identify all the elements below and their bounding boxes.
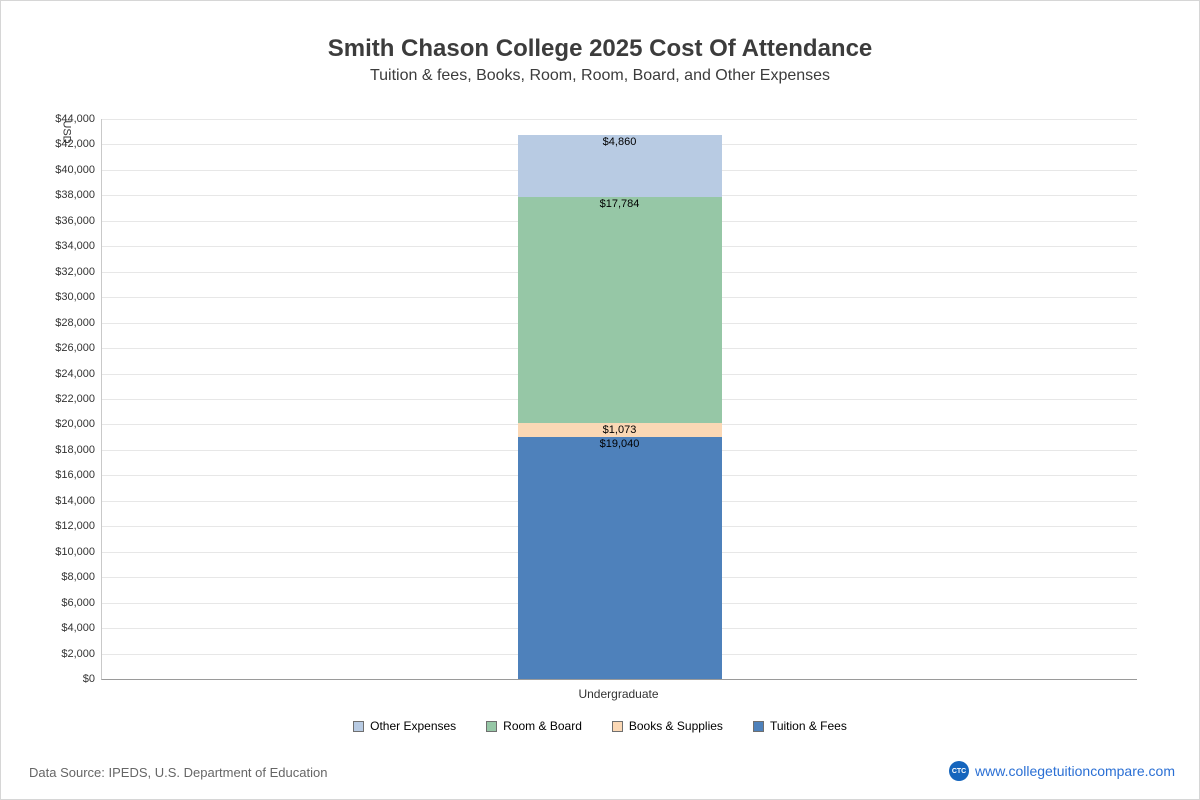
y-tick-label: $8,000	[61, 571, 95, 584]
page-title: Smith Chason College 2025 Cost Of Attend…	[327, 35, 873, 62]
bar-segment-room-board[interactable]	[517, 196, 722, 423]
y-tick-label: $32,000	[55, 265, 95, 278]
bar-segment-tuition-fees[interactable]	[517, 436, 722, 679]
y-tick-label: $2,000	[61, 647, 95, 660]
y-tick-label: $16,000	[55, 469, 95, 482]
bar-segment-other-expenses[interactable]	[517, 134, 722, 197]
y-tick-label: $26,000	[55, 342, 95, 355]
y-tick-label: $6,000	[61, 596, 95, 609]
legend-swatch	[353, 720, 365, 732]
bar-segment-books-supplies[interactable]	[517, 423, 722, 437]
y-tick-label: $34,000	[55, 240, 95, 253]
y-axis-ticks: $0 $2,000 $4,000 $6,000 $8,000 $10,000 $12,000…	[1, 113, 95, 685]
y-tick-label: $44,000	[55, 113, 95, 125]
y-tick-label: $18,000	[55, 443, 95, 456]
bar-undergraduate: $19,040 $1,073 $17,784 $4,860	[517, 119, 722, 679]
legend-label: Room & Board	[503, 719, 582, 733]
y-tick-label: $22,000	[55, 393, 95, 405]
data-label: $1,073	[602, 424, 637, 437]
legend-item-room-board[interactable]: Room & Board	[486, 719, 582, 733]
y-tick-label: $24,000	[55, 367, 95, 380]
legend-item-tuition-fees[interactable]: Tuition & Fees	[752, 719, 847, 733]
plot-area: $19,040 $1,073 $17,784 $4,860	[101, 119, 1137, 680]
y-tick-label: $10,000	[55, 545, 95, 558]
y-tick-label: $42,000	[55, 138, 95, 151]
y-tick-label: $20,000	[55, 418, 95, 431]
legend-swatch	[486, 720, 498, 732]
legend-item-other-expenses[interactable]: Other Expenses	[353, 719, 456, 733]
data-label: $17,784	[599, 197, 640, 210]
legend-label: Books & Supplies	[628, 719, 723, 733]
y-tick-label: $4,000	[61, 622, 95, 635]
y-tick-label: $38,000	[55, 189, 95, 202]
y-tick-label: $36,000	[55, 214, 95, 227]
legend-label: Other Expenses	[370, 719, 457, 733]
data-label: $19,040	[599, 437, 640, 450]
legend-item-books-supplies[interactable]: Books & Supplies	[611, 719, 723, 733]
legend: Other Expenses Room & Board Books & Suppli…	[1, 719, 1199, 733]
site-link[interactable]: www.collegetuitioncompare.com	[975, 763, 1175, 779]
y-tick-label: $0	[82, 673, 95, 685]
y-tick-label: $30,000	[55, 291, 95, 304]
footer-data-source: Data Source: IPEDS, U.S. Department of E…	[29, 765, 328, 780]
x-axis-label: Undergraduate	[578, 687, 659, 701]
y-tick-label: $12,000	[55, 520, 95, 533]
site-logo-icon: CTC	[949, 761, 970, 781]
y-tick-label: $14,000	[55, 494, 95, 507]
legend-label: Tuition & Fees	[769, 719, 847, 733]
gridline	[102, 119, 1137, 120]
y-tick-label: $28,000	[55, 316, 95, 329]
data-label: $4,860	[602, 135, 637, 148]
legend-swatch	[611, 720, 623, 732]
page-subtitle: Tuition & fees, Books, Room, Room, Board…	[369, 67, 831, 84]
footer-site: CTC www.collegetuitioncompare.com	[949, 761, 1175, 781]
legend-swatch	[752, 720, 764, 732]
y-tick-label: $40,000	[55, 163, 95, 176]
